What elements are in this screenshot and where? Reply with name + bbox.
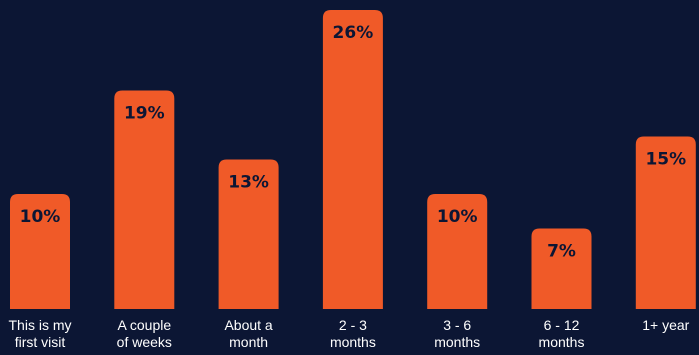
bar-1 bbox=[114, 90, 175, 309]
category-label-5: 6 - 12 months bbox=[539, 317, 585, 350]
bar-6 bbox=[635, 136, 696, 309]
bar-4 bbox=[427, 194, 488, 309]
bar-value-label-6: 15% bbox=[645, 150, 686, 170]
bar-value-label-5: 7% bbox=[547, 242, 576, 262]
category-label-0: This is my first visit bbox=[9, 317, 72, 350]
category-label-2: About a month bbox=[224, 317, 272, 350]
bar-value-label-3: 26% bbox=[333, 23, 374, 43]
bar-0 bbox=[10, 194, 70, 309]
bar-value-label-4: 10% bbox=[437, 207, 478, 227]
category-label-4: 3 - 6 months bbox=[434, 317, 480, 350]
bar-5 bbox=[531, 228, 592, 309]
bar-value-label-1: 19% bbox=[124, 104, 165, 124]
bar-3 bbox=[322, 10, 383, 309]
bar-value-label-2: 13% bbox=[228, 173, 269, 193]
bar-value-label-0: 10% bbox=[20, 207, 61, 227]
category-label-6: 1+ year bbox=[642, 317, 689, 333]
category-label-3: 2 - 3 months bbox=[330, 317, 376, 350]
category-label-1: A couple of weeks bbox=[117, 317, 172, 350]
bar-2 bbox=[218, 159, 279, 309]
